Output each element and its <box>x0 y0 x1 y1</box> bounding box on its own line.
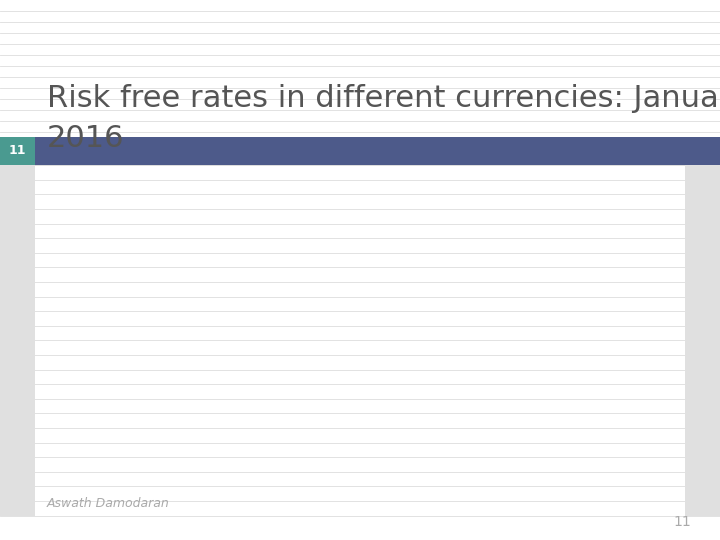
Bar <box>0 137 35 165</box>
Text: 11: 11 <box>9 144 26 157</box>
Text: Risk free rates in different currencies: January: Risk free rates in different currencies:… <box>47 84 720 113</box>
Text: 2016: 2016 <box>47 124 125 153</box>
Bar <box>0 165 35 516</box>
Text: Aswath Damodaran: Aswath Damodaran <box>47 497 169 510</box>
Bar <box>685 165 720 516</box>
Text: 11: 11 <box>673 515 691 529</box>
Bar <box>0 137 720 165</box>
